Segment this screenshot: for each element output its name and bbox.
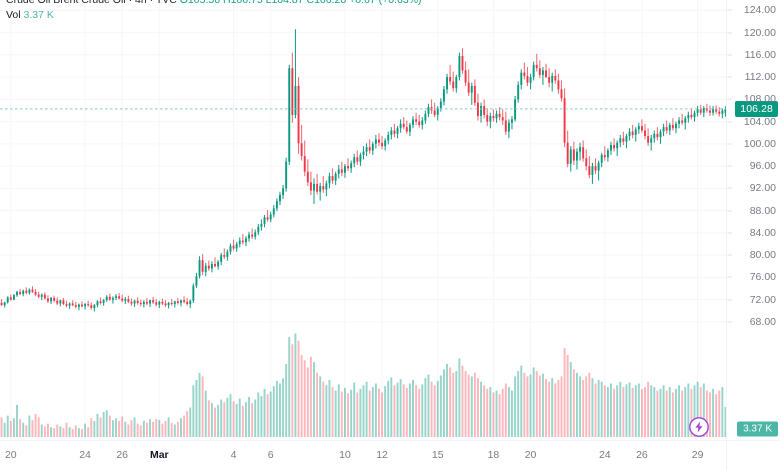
price-tick-label: 96.00 [749, 160, 776, 173]
lightning-bolt-icon[interactable] [688, 416, 710, 438]
scale-corner [726, 440, 780, 470]
time-tick-label: 24 [598, 449, 611, 461]
price-tick-mark [727, 143, 732, 145]
price-tick-mark [727, 254, 732, 256]
time-tick-label: 20 [4, 449, 17, 461]
time-tick-label: 29 [691, 449, 704, 461]
price-tick-mark [727, 187, 732, 189]
price-tick-label: 76.00 [749, 271, 776, 284]
price-tick-label: 104.00 [743, 115, 776, 128]
price-tick-mark [727, 76, 732, 78]
price-tick-mark [727, 299, 732, 301]
price-tick-mark [727, 9, 732, 11]
price-scale[interactable]: 106.28 3.37 K 124.00 120.00 116.00 112.00 10… [726, 0, 780, 441]
price-tick-label: 88.00 [749, 204, 776, 217]
price-tick-mark [727, 98, 732, 100]
time-scale[interactable]: 20 24 26 Mar 4 6 10 12 15 18 20 24 26 29 [0, 440, 727, 470]
price-tick-label: 80.00 [749, 249, 776, 262]
time-tick-label: 6 [267, 449, 274, 461]
time-tick-label: 26 [636, 449, 648, 461]
time-tick-label: 26 [116, 449, 129, 461]
time-tick-label: 4 [230, 449, 237, 461]
time-tick-label: 10 [339, 449, 351, 461]
price-tick-label: 120.00 [743, 26, 776, 39]
price-tick-mark [727, 276, 732, 278]
time-tick-label: 18 [487, 449, 500, 461]
volume-value-badge[interactable]: 3.37 K [737, 421, 778, 437]
price-tick-label: 68.00 [749, 315, 776, 328]
lightning-bolt-glyph [689, 417, 709, 437]
price-tick-label: 108.00 [743, 93, 776, 106]
chart-gridlines [0, 0, 727, 441]
last-price-badge[interactable]: 106.28 [735, 100, 778, 117]
price-tick-mark [727, 121, 732, 123]
candlestick-series [0, 29, 727, 438]
time-tick-label: Mar [149, 449, 169, 461]
price-tick-label: 100.00 [743, 137, 776, 150]
price-tick-mark [727, 165, 732, 167]
price-tick-label: 84.00 [749, 226, 776, 239]
price-tick-label: 72.00 [749, 293, 776, 306]
price-tick-mark [727, 210, 732, 212]
price-tick-label: 124.00 [743, 4, 776, 17]
time-tick-label: 20 [524, 449, 537, 461]
time-tick-label: 15 [431, 449, 444, 461]
chart-plot-area[interactable] [0, 0, 727, 441]
price-tick-mark [727, 54, 732, 56]
price-tick-mark [727, 232, 732, 234]
time-tick-label: 24 [79, 449, 91, 461]
price-tick-mark [727, 32, 732, 34]
price-tick-label: 112.00 [744, 71, 776, 84]
price-tick-mark [727, 321, 732, 323]
price-tick-label: 92.00 [749, 182, 776, 195]
time-tick-label: 12 [376, 449, 388, 461]
price-tick-label: 116.00 [744, 48, 776, 61]
